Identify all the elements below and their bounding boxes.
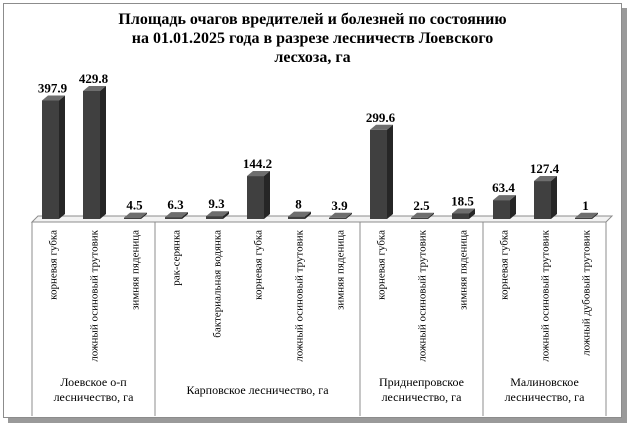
- data-label: 8: [295, 197, 302, 212]
- data-label: 127.4: [530, 161, 560, 176]
- bar-top: [83, 86, 106, 91]
- data-label: 299.6: [366, 110, 396, 125]
- data-label: 6.3: [167, 197, 184, 212]
- bar: [493, 200, 510, 219]
- category-label: корневая губка: [48, 230, 60, 300]
- bar-side: [428, 212, 434, 219]
- bar-top: [288, 211, 311, 217]
- chart-plot: 397.9 корневая губка 429.8 ложный осиновый …: [30, 71, 614, 416]
- bar-top: [124, 212, 147, 218]
- category-label: ложный осиновый трутовик: [540, 229, 552, 361]
- bar-top: [534, 176, 557, 182]
- bar: [165, 217, 182, 219]
- group-label: Приднепровское лесничество, га: [379, 375, 464, 404]
- bar-top: [329, 212, 352, 218]
- bar-top: [493, 195, 516, 201]
- group-label: Лоевское о-п лесничество, га: [54, 375, 135, 404]
- bar-top: [42, 95, 65, 101]
- bar-side: [469, 208, 475, 219]
- data-label: 2.5: [413, 198, 430, 213]
- category-label: ложный осиновый трутовик: [294, 229, 306, 361]
- bar-top: [247, 171, 270, 177]
- chart-title: Площадь очагов вредителей и болезней по …: [118, 11, 507, 66]
- bar: [329, 217, 346, 219]
- data-label: 3.9: [331, 198, 348, 213]
- group-label: Малиновское лесничество, га: [505, 375, 586, 404]
- bar-top: [206, 211, 229, 217]
- category-label: корневая губка: [253, 230, 265, 300]
- bar: [247, 176, 264, 219]
- bar: [83, 91, 100, 219]
- bar-top: [452, 208, 475, 214]
- bar-side: [346, 212, 352, 219]
- bar-top: [165, 212, 188, 218]
- category-label: ложный осиновый трутовик: [417, 229, 429, 361]
- category-label: рак-серянка: [171, 230, 183, 286]
- bar: [124, 217, 141, 219]
- bar: [206, 216, 223, 219]
- bar: [534, 181, 551, 219]
- category-label: зимняя пяденица: [335, 230, 347, 310]
- bar: [370, 129, 387, 219]
- category-label: зимняя пяденица: [130, 230, 142, 310]
- bar-top: [575, 212, 598, 218]
- data-label: 63.4: [492, 180, 515, 195]
- bar: [42, 100, 59, 219]
- data-label: 18.5: [451, 193, 474, 208]
- bar: [575, 217, 592, 219]
- chart-frame: Площадь очагов вредителей и болезней по …: [3, 3, 622, 418]
- bar-side: [59, 95, 65, 219]
- chart-floor: [30, 215, 614, 223]
- category-label: зимняя пяденица: [458, 230, 470, 310]
- category-label: ложный осиновый трутовик: [89, 229, 101, 361]
- category-label: ложный дубовый трутовик: [581, 229, 593, 356]
- data-label: 144.2: [243, 156, 272, 171]
- bar: [452, 213, 469, 219]
- bar: [411, 217, 428, 219]
- data-label: 4.5: [126, 198, 143, 213]
- bar-side: [223, 211, 229, 219]
- category-label: корневая губка: [376, 230, 388, 300]
- bar-side: [264, 171, 270, 219]
- data-label: 429.8: [79, 71, 109, 86]
- bar-side: [551, 176, 557, 219]
- bar-side: [305, 211, 311, 219]
- bar-side: [510, 195, 516, 219]
- data-label: 9.3: [208, 196, 225, 211]
- bar-side: [387, 124, 393, 219]
- bar-side: [100, 86, 106, 219]
- bar-side: [592, 212, 598, 219]
- category-label: корневая губка: [499, 230, 511, 300]
- bar-top: [411, 212, 434, 218]
- data-label: 397.9: [38, 81, 68, 96]
- category-label: бактериальная водянка: [212, 230, 224, 338]
- bar-side: [182, 212, 188, 219]
- bar-side: [141, 212, 147, 219]
- bar: [288, 216, 305, 219]
- bar-top: [370, 124, 393, 130]
- data-label: 1: [582, 198, 589, 213]
- group-label: Карповское лесничество, га: [186, 383, 329, 397]
